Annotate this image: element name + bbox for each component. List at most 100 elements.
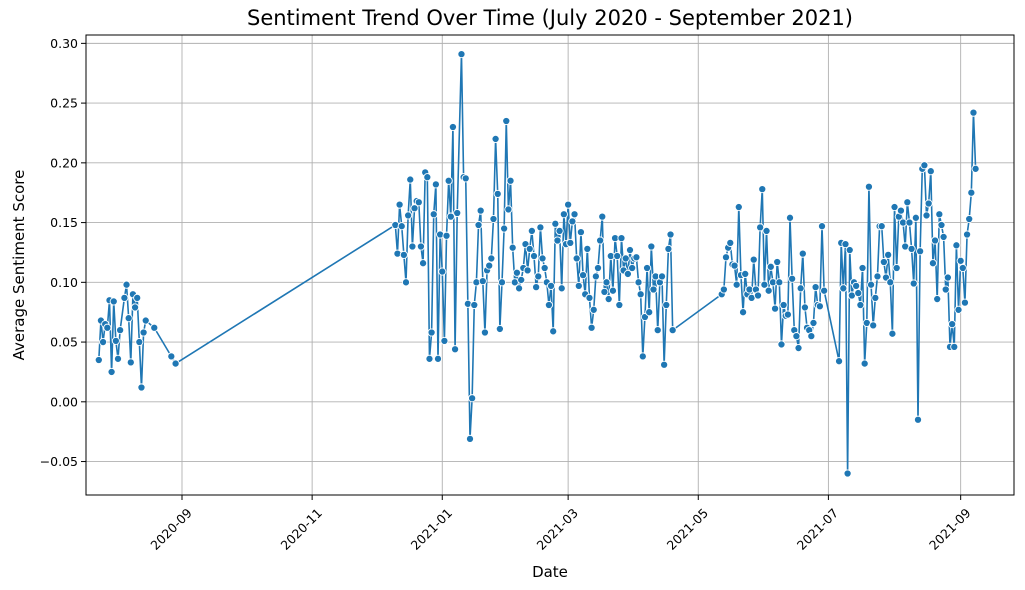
data-point [623, 269, 632, 279]
data-point [576, 228, 585, 237]
x-tick-label: 2021-07 [794, 505, 842, 553]
data-point [892, 263, 901, 273]
x-tick-label: 2021-05 [664, 505, 712, 553]
data-point [171, 359, 180, 368]
data-point [721, 253, 731, 262]
data-point [103, 323, 112, 332]
data-point [764, 286, 773, 295]
data-point [756, 223, 765, 232]
data-point [615, 300, 624, 310]
data-point [500, 224, 509, 233]
data-point [632, 253, 641, 262]
data-point [124, 314, 133, 323]
data-point [598, 212, 607, 221]
chart-title: Sentiment Trend Over Time (July 2020 - S… [247, 6, 853, 30]
data-point [122, 280, 131, 289]
data-point [431, 180, 440, 189]
data-point [971, 164, 980, 173]
data-point [956, 256, 965, 265]
data-point [798, 249, 807, 258]
data-point [621, 254, 630, 263]
data-point [397, 222, 406, 231]
data-point [820, 286, 829, 295]
data-point [547, 281, 556, 290]
x-tick-label: 2020-11 [277, 505, 325, 553]
data-point [600, 287, 609, 296]
data-point [905, 218, 914, 227]
x-tick-label: 2020-09 [147, 505, 195, 553]
data-point [593, 263, 603, 273]
data-point [886, 278, 895, 287]
data-point [617, 234, 626, 243]
data-point [433, 354, 443, 363]
data-point [536, 223, 545, 232]
data-point [495, 324, 504, 333]
data-point [135, 338, 144, 347]
data-point [867, 280, 876, 289]
data-point [888, 329, 897, 338]
y-axis: −0.05 0.00 0.05 0.10 0.15 0.20 0.25 0.30 [40, 36, 86, 469]
data-point [480, 328, 489, 337]
data-point [502, 116, 511, 126]
data-point [395, 200, 404, 209]
data-point [839, 284, 848, 293]
data-point [167, 352, 176, 361]
data-point [856, 300, 865, 310]
data-point [954, 305, 963, 314]
data-point [628, 263, 637, 273]
data-point [591, 272, 600, 281]
data-point [406, 175, 415, 184]
data-point [474, 220, 483, 230]
data-point [647, 242, 656, 251]
data-point [425, 354, 434, 363]
data-point [922, 211, 931, 220]
data-point [950, 342, 959, 351]
data-point [941, 285, 950, 294]
data-point [113, 354, 123, 363]
data-point [587, 323, 596, 332]
data-point [796, 284, 805, 293]
data-point [660, 360, 669, 369]
data-point [493, 189, 502, 198]
data-point [638, 352, 647, 361]
data-point [485, 261, 494, 270]
y-tick-label: 0.00 [50, 394, 78, 409]
data-point [958, 263, 967, 273]
data-point [427, 328, 436, 337]
data-point [783, 310, 792, 319]
data-point [583, 244, 592, 253]
data-point [762, 226, 771, 235]
data-point [133, 293, 142, 302]
plot-frame [85, 34, 1015, 496]
data-point [410, 204, 419, 213]
data-point [461, 174, 470, 183]
data-point [604, 294, 613, 304]
y-tick-label: 0.15 [50, 215, 78, 230]
data-point [788, 274, 797, 283]
data-point [935, 210, 944, 219]
data-point [931, 236, 940, 245]
data-point [131, 303, 140, 312]
data-point [589, 305, 598, 314]
data-point [662, 300, 671, 310]
data-point [903, 198, 912, 207]
data-point [508, 243, 517, 252]
data-point [559, 210, 568, 219]
data-point [572, 254, 581, 263]
data-point [739, 308, 748, 317]
data-point [920, 161, 929, 170]
data-point [399, 250, 408, 259]
y-tick-label: 0.20 [50, 155, 78, 170]
data-point [568, 217, 577, 226]
data-point [523, 266, 532, 275]
data-point [451, 345, 460, 354]
data-point [924, 199, 933, 208]
data-point [960, 298, 969, 307]
data-point [448, 122, 457, 132]
data-point [446, 212, 455, 221]
data-point [779, 300, 788, 310]
data-point [515, 284, 524, 293]
data-point [137, 383, 146, 392]
data-point [913, 415, 923, 424]
data-point [809, 318, 818, 328]
